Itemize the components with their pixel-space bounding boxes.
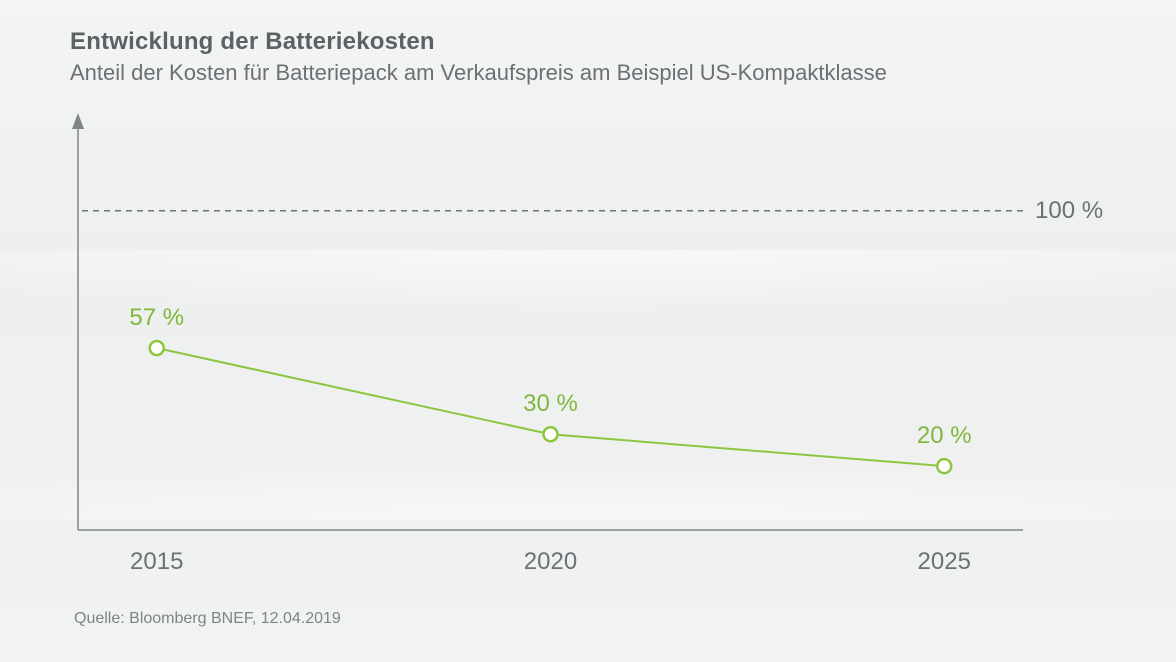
chart-title-text: Entwicklung der Batteriekosten (70, 28, 435, 55)
chart-subtitle-text: Anteil der Kosten für Batteriepack am Ve… (70, 60, 887, 85)
chart-subtitle: Anteil der Kosten für Batteriepack am Ve… (70, 60, 887, 86)
data-label: 30 % (523, 390, 578, 418)
chart-svg (78, 115, 1023, 530)
chart-area: 100 % 2015 2020 2025 57 % 30 % 20 % (78, 115, 1023, 530)
source-text: Quelle: Bloomberg BNEF, 12.04.2019 (74, 610, 341, 627)
chart-title: Entwicklung der Batteriekosten (70, 28, 435, 56)
x-axis-label: 2020 (524, 548, 577, 576)
x-axis-label: 2025 (918, 548, 971, 576)
data-label: 20 % (917, 422, 972, 450)
data-label: 57 % (129, 304, 184, 332)
reference-line-label: 100 % (1035, 197, 1103, 225)
source-note: Quelle: Bloomberg BNEF, 12.04.2019 (74, 610, 341, 628)
x-axis-label: 2015 (130, 548, 183, 576)
